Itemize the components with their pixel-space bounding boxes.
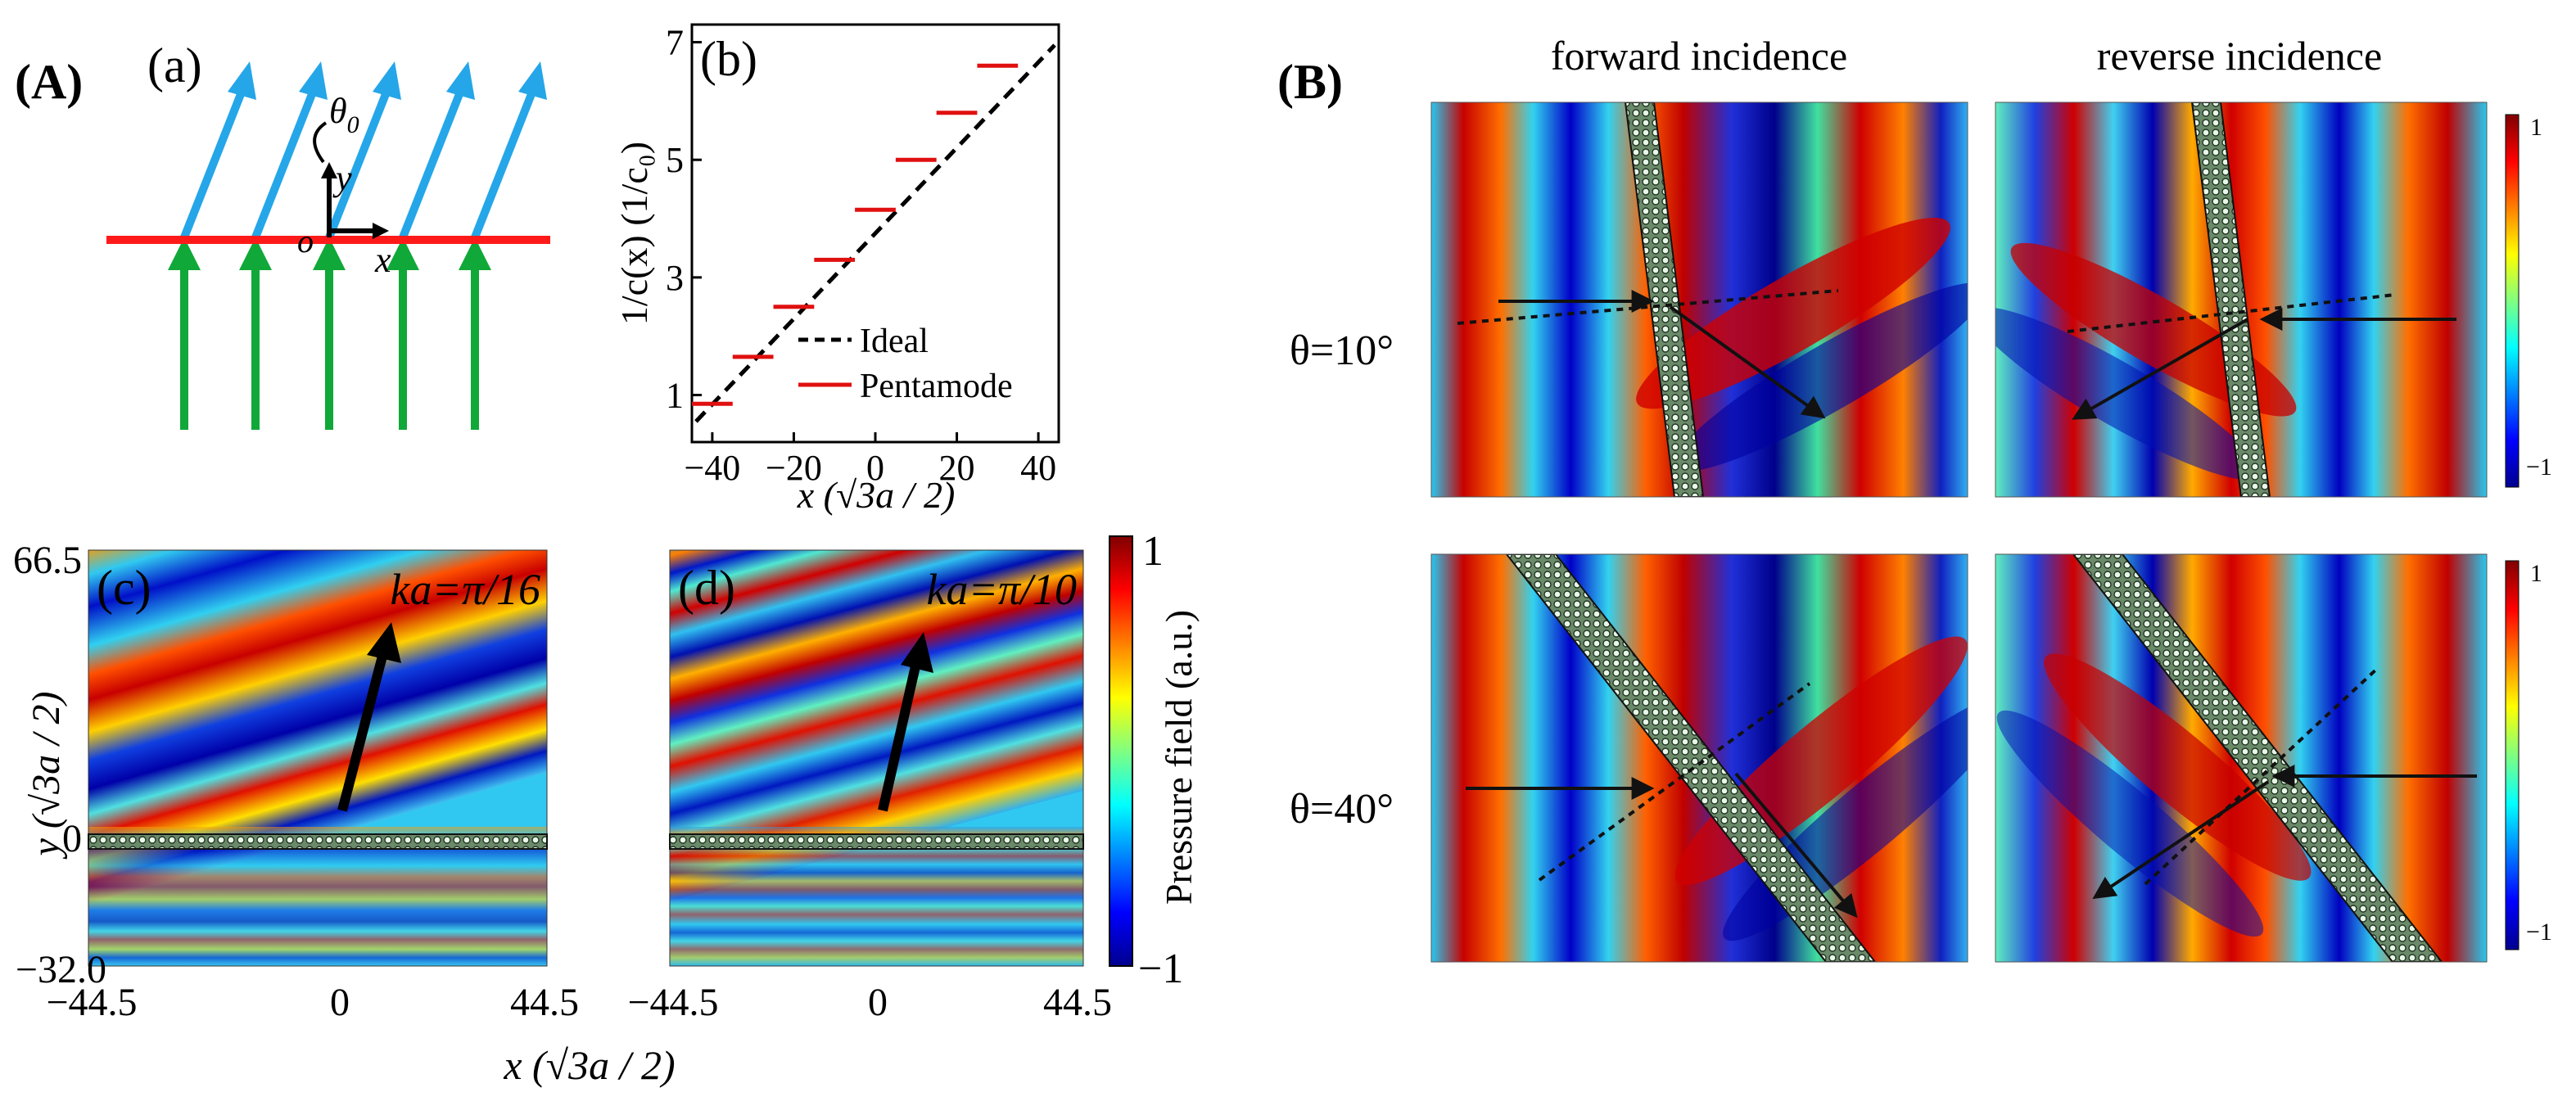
ka-label-c: ka=π/16 [391, 565, 540, 614]
pentamode-strip-c [88, 833, 548, 850]
row-1-label: θ=10° [1290, 327, 1394, 374]
pentamode-strip-d [669, 833, 1084, 850]
chart-b: (b) −40 −20 0 20 40 1 3 5 7 x (√3a / 2) … [613, 23, 1060, 516]
pentamode-slab [2190, 102, 2271, 497]
panel-b-label: (B) [1277, 55, 1343, 109]
coordinate-axes [313, 121, 389, 239]
field-map-d: (d) ka=π/10 [669, 549, 1084, 967]
incident-arrows [168, 237, 491, 430]
column-reverse-title: reverse incidence [2097, 33, 2382, 79]
field-ylabel: y (√3a / 2) [25, 692, 68, 860]
colorbar-a: 1 −1 Pressure field (a.u.) [1109, 528, 1200, 992]
subpanel-c-label: (c) [97, 561, 151, 615]
x-tick-label: 0 [866, 448, 884, 488]
field-xlabel: x (√3a / 2) [503, 1042, 675, 1088]
x-tick-label: 40 [1020, 448, 1056, 488]
subpanel-d-label: (d) [678, 561, 735, 615]
x-tick-label: −40 [684, 448, 740, 488]
colorbar-b-top: 1 −1 [2505, 114, 2552, 488]
ka-label-d: ka=π/10 [927, 565, 1077, 614]
field-axes: 66.5 0 −32.0 y (√3a / 2) −44.5 0 44.5 −4… [13, 539, 1112, 1088]
legend-pentamode-label: Pentamode [860, 368, 1013, 405]
field-forward-40 [1430, 553, 1968, 963]
colorbar-a-min: −1 [1138, 946, 1183, 992]
y-tick-label: 3 [666, 258, 684, 298]
chart-b-xlabel: x (√3a / 2) [797, 474, 956, 516]
transmitted-arrows [180, 61, 547, 239]
y-axis-label: y [332, 158, 352, 198]
field-forward-10 [1430, 102, 1968, 498]
theta-zero-label: θ0 [329, 91, 359, 138]
d-x-tick-left: −44.5 [627, 981, 718, 1024]
x-axis-label: x [374, 240, 391, 280]
pentamode-slab [2072, 554, 2443, 962]
colorbar-a-gradient [1109, 535, 1133, 967]
x-tick-label: 20 [939, 448, 975, 488]
c-x-tick-left: −44.5 [46, 981, 137, 1024]
legend-ideal-label: Ideal [860, 323, 929, 360]
y-tick-label: 7 [666, 23, 684, 63]
chart-b-legend: Ideal Pentamode [798, 323, 1013, 405]
y-tick-label: 1 [666, 376, 684, 416]
field-reverse-40 [1995, 553, 2488, 963]
c-x-tick-zero: 0 [330, 981, 350, 1024]
y-tick-label: 5 [666, 140, 684, 180]
pentamode-slab [1624, 102, 1705, 497]
colorbar-b-top-max: 1 [2530, 114, 2542, 141]
y-tick-bottom: −32.0 [16, 948, 106, 991]
panel-a-label: (A) [15, 55, 83, 109]
colorbar-b-bottom-gradient [2505, 560, 2520, 950]
ideal-line [694, 43, 1056, 423]
pentamode-steps [692, 63, 1019, 406]
subpanel-b-label: (b) [700, 32, 757, 86]
row-2-label: θ=40° [1290, 786, 1394, 833]
field-reverse-10 [1995, 102, 2488, 498]
chart-b-ylabel: 1/c(x) (1/c₀) [613, 142, 655, 325]
d-x-tick-right: 44.5 [1043, 981, 1112, 1024]
d-x-tick-zero: 0 [868, 981, 888, 1024]
x-tick-label: −20 [766, 448, 822, 488]
c-x-tick-right: 44.5 [510, 981, 579, 1024]
colorbar-b-bottom: 1 −1 [2505, 560, 2552, 950]
subpanel-a-label: (a) [147, 38, 202, 93]
schematic-a: (a) [106, 38, 550, 430]
colorbar-b-bottom-min: −1 [2526, 919, 2552, 946]
colorbar-b-top-min: −1 [2526, 454, 2552, 481]
colorbar-b-top-gradient [2505, 114, 2520, 488]
wave-direction-arrow-d [878, 657, 922, 812]
colorbar-a-label: Pressure field (a.u.) [1158, 610, 1200, 905]
wave-direction-arrow-c [337, 645, 390, 812]
colorbar-b-bottom-max: 1 [2530, 560, 2542, 587]
y-tick-zero: 0 [62, 817, 82, 860]
column-forward-title: forward incidence [1551, 33, 1847, 79]
chart-b-ticks [692, 41, 1040, 442]
y-tick-top: 66.5 [13, 539, 82, 582]
colorbar-a-max: 1 [1142, 528, 1164, 575]
field-map-c: (c) ka=π/16 [88, 549, 548, 967]
origin-label: o [297, 223, 314, 260]
pentamode-slab [1505, 554, 1877, 962]
